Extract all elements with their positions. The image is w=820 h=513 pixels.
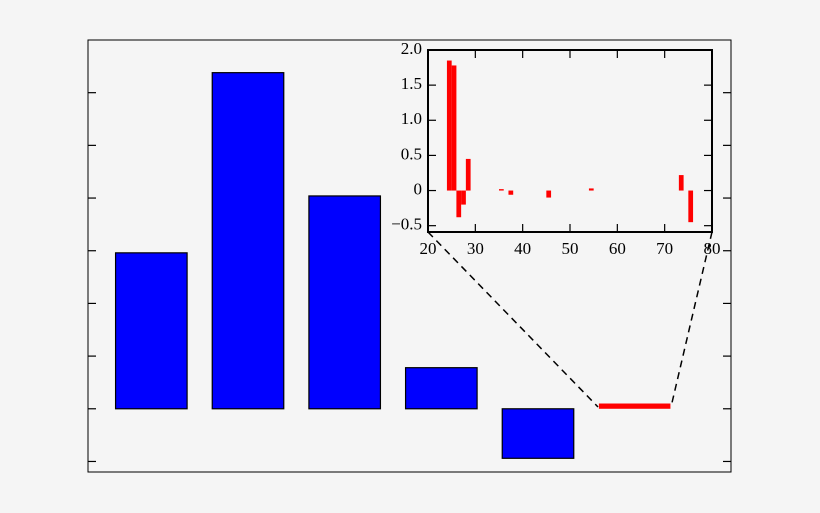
- x-tick-label: 30: [467, 239, 484, 258]
- bar: [588, 188, 594, 191]
- x-tick-label: 60: [609, 239, 626, 258]
- bar: [211, 72, 285, 410]
- x-tick-label: 80: [704, 239, 721, 258]
- bar: [446, 60, 452, 191]
- zoom-connector: [670, 231, 713, 408]
- y-tick-label: −0.5: [391, 215, 422, 234]
- bar: [451, 65, 457, 191]
- zoom-connector: [427, 231, 599, 408]
- y-tick-label: 2.0: [401, 39, 422, 58]
- bar: [688, 190, 694, 223]
- y-tick-label: 1.0: [401, 109, 422, 128]
- bar: [499, 189, 504, 191]
- plot-frame: [427, 49, 713, 233]
- bar: [308, 195, 382, 410]
- bar: [501, 408, 575, 459]
- x-tick-label: 50: [562, 239, 579, 258]
- bar: [114, 252, 188, 410]
- inset-plot: −0.5 0 0.5 1.0 1.5 2.0 20 30 40 50 60 70 80: [391, 39, 720, 258]
- x-tick-label: 70: [656, 239, 673, 258]
- bar: [508, 190, 514, 195]
- bar: [456, 190, 462, 218]
- bar: [465, 158, 471, 191]
- bar: [461, 190, 466, 205]
- bar: [598, 403, 671, 409]
- y-tick-label: 0.5: [401, 144, 422, 163]
- x-tick-label: 20: [420, 239, 437, 258]
- plot-frame: [87, 39, 732, 473]
- bar: [678, 175, 684, 191]
- x-tick-label: 40: [514, 239, 531, 258]
- y-tick-label: 0: [414, 179, 423, 198]
- y-tick-label: 1.5: [401, 74, 422, 93]
- bar: [546, 190, 552, 198]
- bar: [404, 367, 478, 410]
- plot-area: [428, 50, 712, 232]
